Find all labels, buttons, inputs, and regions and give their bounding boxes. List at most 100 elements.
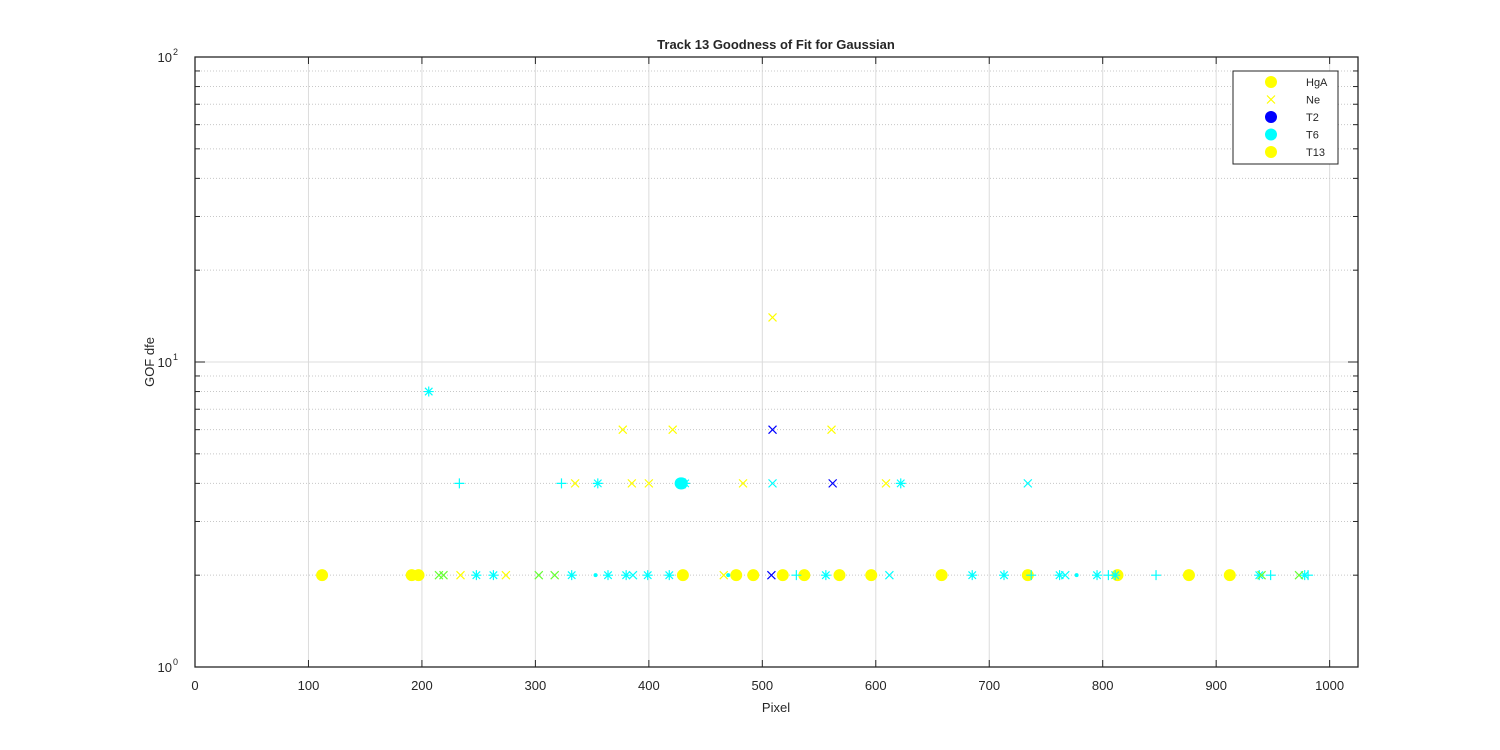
legend-label: Ne xyxy=(1306,95,1320,107)
x-tick-label: 100 xyxy=(298,678,320,693)
data-point xyxy=(664,570,675,581)
x-tick-label: 400 xyxy=(638,678,660,693)
data-point xyxy=(675,477,688,490)
x-tick-label: 900 xyxy=(1205,678,1227,693)
data-point xyxy=(768,425,777,435)
legend-box xyxy=(1232,70,1339,165)
series-cyan-asterisk xyxy=(423,386,1310,581)
x-tick-label: 1000 xyxy=(1315,678,1344,693)
data-point xyxy=(1303,570,1314,581)
data-point xyxy=(471,570,482,581)
legend: HgA Ne T2 T6 T13 xyxy=(1232,70,1339,165)
legend-marker xyxy=(1265,146,1277,158)
data-point xyxy=(768,478,777,488)
y-axis-label: GOF dfe xyxy=(142,337,157,387)
data-point xyxy=(668,425,678,435)
data-point xyxy=(895,478,906,489)
legend-label: T2 xyxy=(1306,112,1319,124)
data-point xyxy=(967,570,978,581)
data-point xyxy=(621,570,632,581)
legend-marker xyxy=(1266,95,1276,104)
legend-label: T6 xyxy=(1306,130,1319,142)
data-point xyxy=(488,570,499,581)
x-tick-label: 500 xyxy=(751,678,773,693)
chart-title: Track 13 Goodness of Fit for Gaussian xyxy=(657,37,895,52)
data-point xyxy=(570,478,580,488)
y-tick-exponent: 0 xyxy=(173,657,178,667)
data-point xyxy=(747,569,760,582)
data-point xyxy=(592,478,603,489)
data-point xyxy=(456,570,465,580)
data-point xyxy=(1182,569,1195,582)
data-point xyxy=(412,569,425,582)
data-point xyxy=(566,570,577,581)
y-tick-label: 10 xyxy=(158,660,172,675)
x-axis-label: Pixel xyxy=(762,700,790,715)
x-tick-label: 600 xyxy=(865,678,887,693)
legend-marker xyxy=(1265,128,1277,141)
y-tick-exponent: 1 xyxy=(173,352,178,362)
data-point xyxy=(439,570,448,580)
data-point xyxy=(618,425,628,435)
series-cyan-x xyxy=(628,478,1070,580)
data-point xyxy=(776,569,789,582)
data-point xyxy=(1223,569,1236,582)
data-point xyxy=(998,570,1009,581)
legend-label: HgA xyxy=(1306,77,1328,89)
x-tick-label: 800 xyxy=(1092,678,1114,693)
data-point xyxy=(644,478,654,488)
data-point xyxy=(738,478,748,488)
grid-lines xyxy=(194,56,1358,668)
data-point xyxy=(1103,570,1114,581)
data-point xyxy=(642,570,653,581)
data-point xyxy=(556,478,567,489)
data-point xyxy=(534,570,544,580)
data-point xyxy=(676,569,689,582)
y-tick-label: 10 xyxy=(158,355,172,370)
x-tick-label: 700 xyxy=(978,678,1000,693)
data-point xyxy=(316,569,329,582)
data-point xyxy=(766,570,776,580)
data-points xyxy=(316,313,1314,582)
data-point xyxy=(1265,570,1276,581)
series-blue-x xyxy=(766,425,838,580)
data-point xyxy=(726,573,731,578)
data-point xyxy=(730,569,743,582)
data-point xyxy=(1023,478,1033,488)
legend-marker xyxy=(1265,111,1277,123)
data-point xyxy=(833,569,846,582)
data-point xyxy=(593,573,598,578)
data-point xyxy=(1054,570,1065,581)
data-point xyxy=(820,570,831,581)
data-point xyxy=(603,570,614,581)
series-cyan-plus xyxy=(454,478,1314,581)
legend-label: T13 xyxy=(1306,147,1325,159)
data-point xyxy=(1074,573,1079,578)
data-point xyxy=(454,478,465,489)
series-green-x xyxy=(434,570,1304,580)
data-point xyxy=(828,478,838,488)
x-tick-label: 300 xyxy=(525,678,547,693)
data-point xyxy=(768,313,777,322)
series-small-cyan-dots xyxy=(593,573,1079,578)
x-tick-label: 0 xyxy=(191,678,198,693)
data-point xyxy=(1060,570,1070,580)
data-point xyxy=(1026,570,1037,581)
data-point xyxy=(627,478,637,488)
data-point xyxy=(1257,570,1266,580)
data-point xyxy=(791,570,802,581)
data-point xyxy=(1151,570,1162,581)
data-point xyxy=(423,386,434,397)
data-point xyxy=(1110,570,1121,581)
data-point xyxy=(501,570,511,580)
legend-marker xyxy=(1265,76,1277,88)
series-cyan-dots xyxy=(674,477,688,490)
data-point xyxy=(865,569,878,582)
data-point xyxy=(1254,570,1265,581)
data-point xyxy=(1092,570,1103,581)
data-point xyxy=(881,478,891,488)
data-point xyxy=(628,570,638,580)
y-tick-label: 10 xyxy=(158,50,172,65)
